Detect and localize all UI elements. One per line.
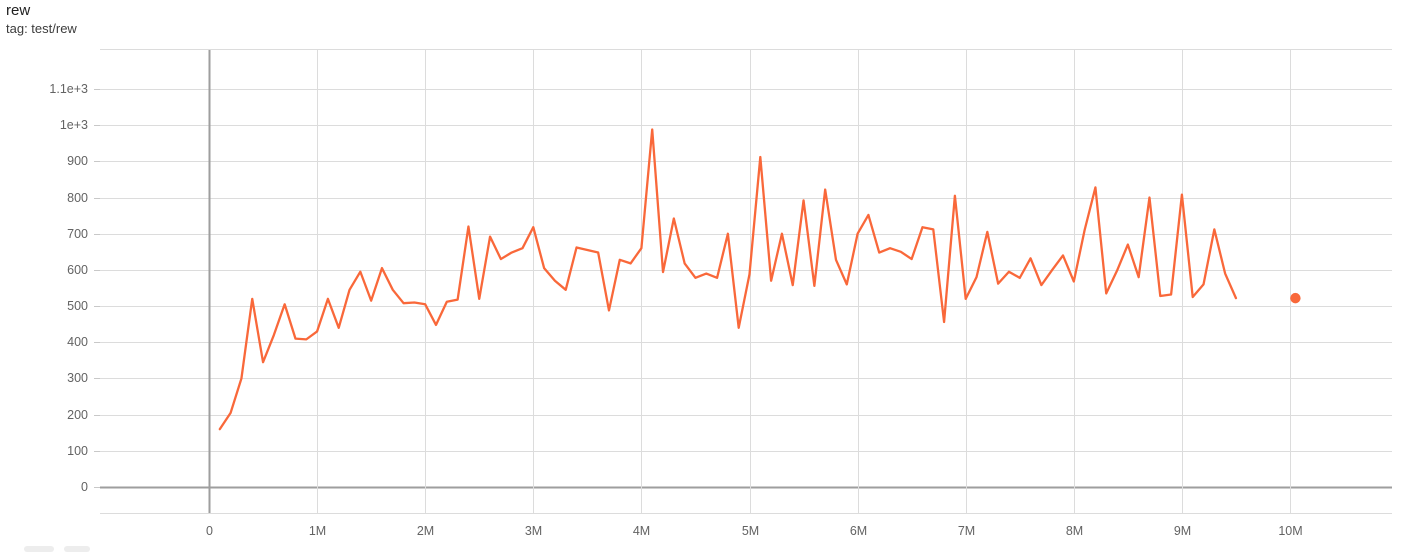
axis-lines bbox=[100, 49, 1392, 514]
x-tick-label: 4M bbox=[633, 524, 650, 538]
y-tick-label: 900 bbox=[67, 154, 88, 168]
data-series-group[interactable] bbox=[218, 128, 1238, 431]
y-tick-label: 800 bbox=[67, 191, 88, 205]
x-tick-label: 9M bbox=[1174, 524, 1191, 538]
series-line-test-rew[interactable] bbox=[218, 128, 1238, 431]
x-tick-label: 10M bbox=[1278, 524, 1302, 538]
x-tick-label: 2M bbox=[417, 524, 434, 538]
x-tick-label: 6M bbox=[850, 524, 867, 538]
bottom-toolbar-ghosts bbox=[0, 541, 1415, 553]
y-tick-label: 300 bbox=[67, 371, 88, 385]
x-tick-label: 3M bbox=[525, 524, 542, 538]
ghost-control-2 bbox=[64, 546, 90, 552]
x-tick-label: 1M bbox=[309, 524, 326, 538]
y-tick-label: 700 bbox=[67, 227, 88, 241]
y-gridlines bbox=[94, 89, 1392, 489]
y-tick-label: 1e+3 bbox=[60, 118, 88, 132]
y-tick-label: 0 bbox=[81, 480, 88, 494]
x-tick-labels: 0 1M 2M 3M 4M 5M 6M 7M 8M 9M 10M bbox=[206, 524, 1303, 538]
y-tick-labels: 0 100 200 300 400 500 600 700 800 900 1e+3 1.1e+3 bbox=[49, 82, 88, 494]
y-tick-label: 400 bbox=[67, 335, 88, 349]
y-tick-label: 600 bbox=[67, 263, 88, 277]
chart-title: rew bbox=[6, 2, 31, 19]
x-tick-label: 7M bbox=[958, 524, 975, 538]
y-tick-label: 200 bbox=[67, 408, 88, 422]
x-tick-label: 5M bbox=[742, 524, 759, 538]
x-gridlines bbox=[208, 49, 1291, 513]
x-tick-label: 8M bbox=[1066, 524, 1083, 538]
endpoint-marker-group[interactable] bbox=[1290, 292, 1301, 304]
x-tick-label: 0 bbox=[206, 524, 213, 538]
y-tick-label: 100 bbox=[67, 444, 88, 458]
chart-subtitle: tag: test/rew bbox=[6, 21, 77, 36]
y-tick-label: 1.1e+3 bbox=[49, 82, 88, 96]
y-tick-label: 500 bbox=[67, 299, 88, 313]
ghost-control-1 bbox=[24, 546, 54, 552]
series-endpoint-dot[interactable] bbox=[1290, 292, 1301, 304]
